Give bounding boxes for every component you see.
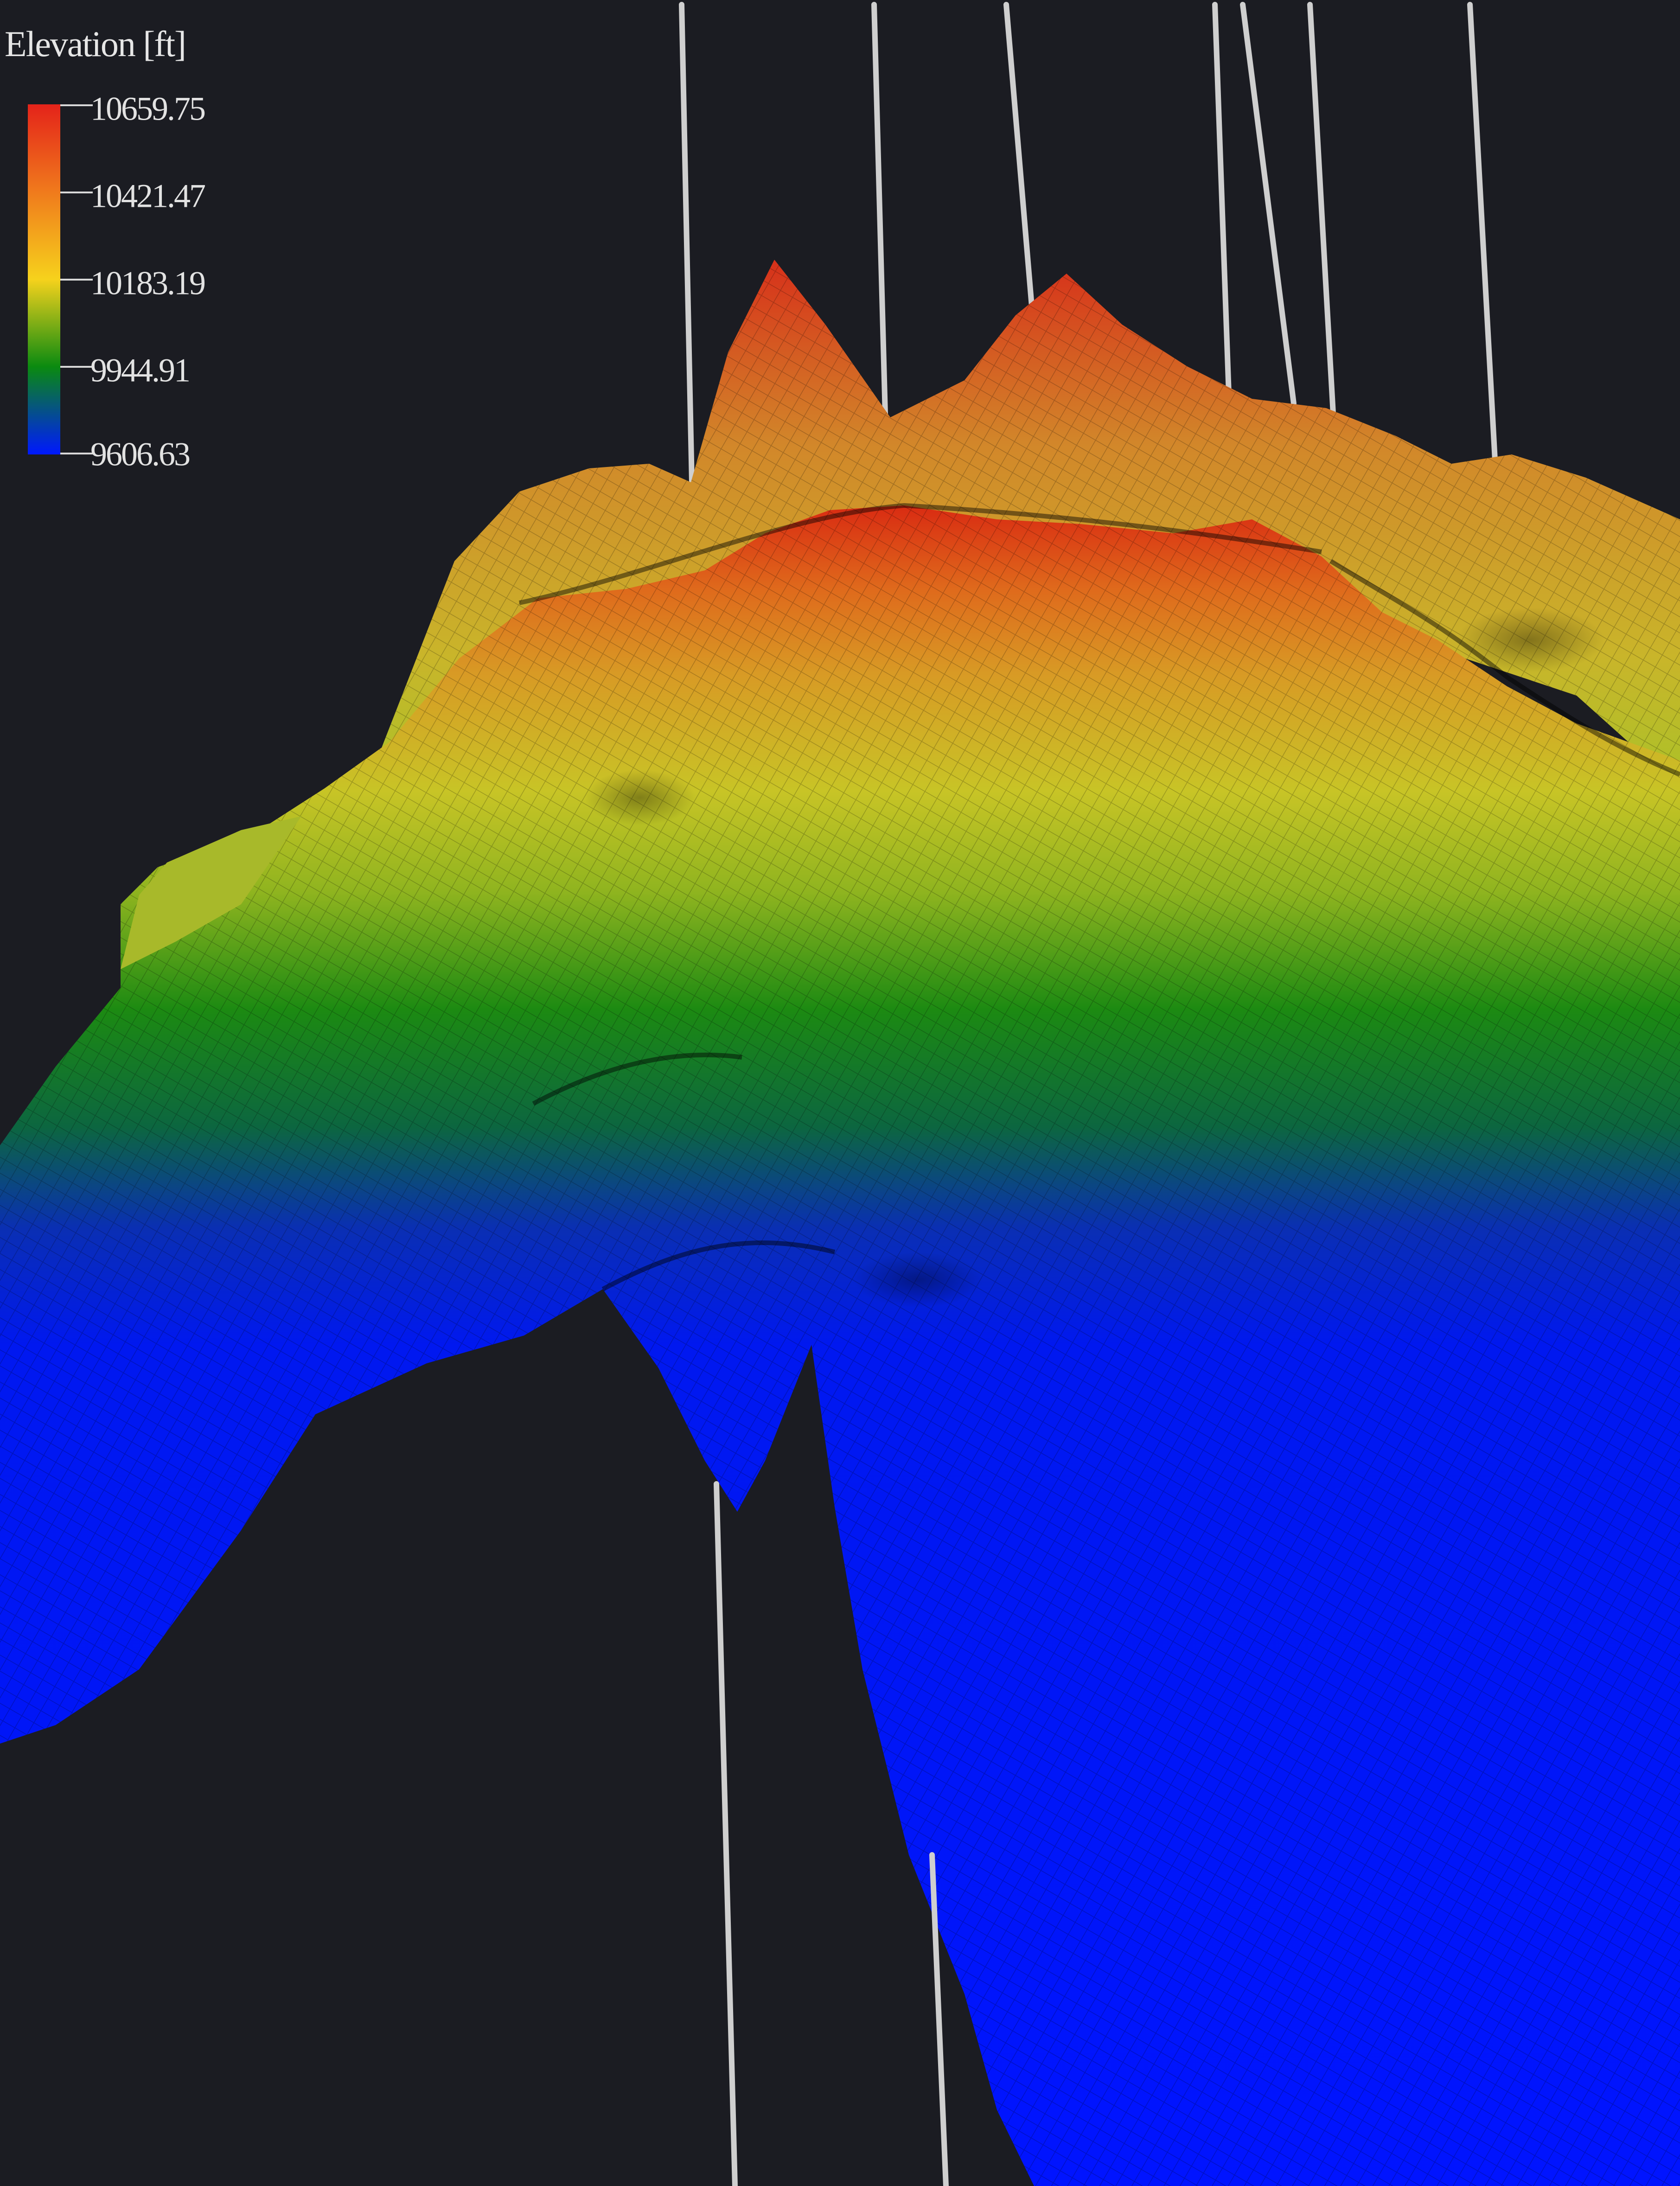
legend-tick xyxy=(60,104,93,106)
surface-shading xyxy=(518,503,1680,1291)
legend-tick xyxy=(60,453,93,454)
well-trajectories-upper xyxy=(679,2,1498,550)
legend-label-min: 9606.63 xyxy=(90,435,191,473)
elevation-legend: Elevation [ft] 10659.75 10421.47 10183.1… xyxy=(5,23,246,478)
legend-label: 9944.91 xyxy=(90,352,191,389)
legend-tick xyxy=(60,192,93,193)
legend-title: Elevation [ft] xyxy=(5,24,186,64)
legend-label-max: 10659.75 xyxy=(90,90,206,128)
legend-label: 10421.47 xyxy=(90,177,206,215)
well-trajectories-lower xyxy=(714,1481,949,2186)
legend-color-bar xyxy=(28,104,60,454)
surface-main-mesh xyxy=(0,505,1680,2186)
legend-tick xyxy=(60,366,93,368)
legend-tick xyxy=(60,279,93,281)
surface-left-lobe xyxy=(121,816,301,969)
legend-label: 10183.19 xyxy=(90,264,206,302)
